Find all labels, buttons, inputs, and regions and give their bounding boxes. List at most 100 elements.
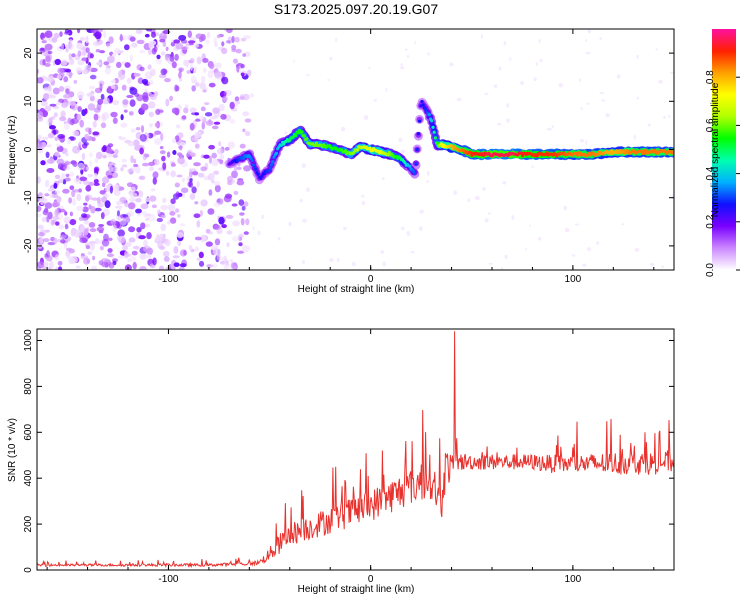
noise-blob [156,233,160,242]
ridge-cell [254,167,258,172]
noise-blob [104,200,111,209]
y-tick-label: 1000 [23,329,34,352]
noise-blob [226,29,233,34]
noise-blob [229,119,236,124]
noise-blob [98,260,104,266]
noise-blob [81,57,88,62]
noise-blob [37,224,44,230]
noise-blob [237,250,245,254]
noise-blob [103,30,107,39]
noise-blob [44,193,50,197]
noise-blob [140,222,146,230]
noise-blob [211,180,215,184]
ridge-cell [368,146,372,150]
ridge-cell [424,107,428,111]
noise-blob [176,174,183,178]
noise-blob [65,88,70,95]
noise-blob [107,143,114,148]
y-tick-label: 400 [23,469,34,486]
noise-blob [198,172,205,178]
noise-blob [162,30,171,34]
noise-blob [213,224,221,230]
noise-blob [133,139,140,147]
noise-blob [205,39,210,45]
noise-blob [37,68,40,74]
noise-blob [40,100,48,107]
noise-blob [174,182,180,188]
noise-blob [199,234,207,243]
noise-blob [102,176,110,184]
noise-blob [110,111,118,118]
ridge-cell [250,158,254,163]
noise-blob [214,41,218,48]
noise-blob [129,192,138,198]
noise-blob [43,238,50,243]
y-tick-label: 20 [23,47,34,59]
noise-blob [148,123,153,128]
noise-blob [238,199,245,206]
noise-blob [59,31,63,37]
ridge-cell [609,149,613,153]
x-tick-label: 0 [368,274,374,285]
ridge-cell [270,163,274,167]
noise-blob [46,214,50,223]
noise-blob [571,254,576,257]
ridge-cell [416,132,420,136]
noise-blob [99,83,103,91]
noise-blob [201,122,205,130]
noise-blob [38,232,45,237]
noise-blob [171,61,177,69]
noise-blob [207,173,215,181]
noise-blob [52,87,60,95]
noise-blob [146,254,152,259]
noise-blob [52,216,60,220]
noise-blob [240,63,245,69]
noise-blob [146,247,153,256]
noise-blob [131,250,138,256]
noise-blob [242,93,250,101]
noise-blob [208,144,216,150]
noise-blob [47,75,54,82]
noise-blob [85,35,89,44]
noise-blob [223,91,227,96]
ridge-cell [671,150,674,154]
noise-blob [233,58,238,64]
noise-blob [138,235,146,240]
noise-blob [147,64,152,70]
noise-blob [37,111,44,119]
noise-blob [195,118,201,122]
noise-blob [63,76,69,83]
noise-blob [196,257,201,262]
x-tick-label: 0 [368,574,374,585]
noise-blob [52,203,58,208]
noise-blob [68,39,74,44]
noise-blob [186,70,191,74]
noise-blob [53,151,60,157]
noise-blob [73,79,78,84]
noise-blob [306,74,310,77]
ridge-cell [621,149,626,153]
noise-blob [224,193,233,199]
noise-blob [47,158,55,164]
noise-blob [187,30,192,38]
noise-blob [71,189,76,198]
spectrogram-x-axis-label: Height of straight line (km) [298,284,415,295]
noise-blob [175,191,180,199]
noise-blob [239,143,246,149]
ridge-cell [260,174,264,178]
ridge-cell [251,163,255,167]
noise-blob [196,56,202,65]
noise-blob [141,78,149,85]
noise-blob [145,223,150,228]
noise-blob [101,112,110,120]
noise-blob [92,255,96,261]
ridge-cell [279,143,283,147]
noise-blob [135,127,141,131]
ridge-cell [419,104,423,108]
noise-blob [49,125,56,130]
noise-blob [222,95,228,102]
noise-blob [108,262,115,269]
noise-blob [207,70,214,79]
y-tick-label: -10 [23,190,34,205]
noise-blob [63,94,71,99]
